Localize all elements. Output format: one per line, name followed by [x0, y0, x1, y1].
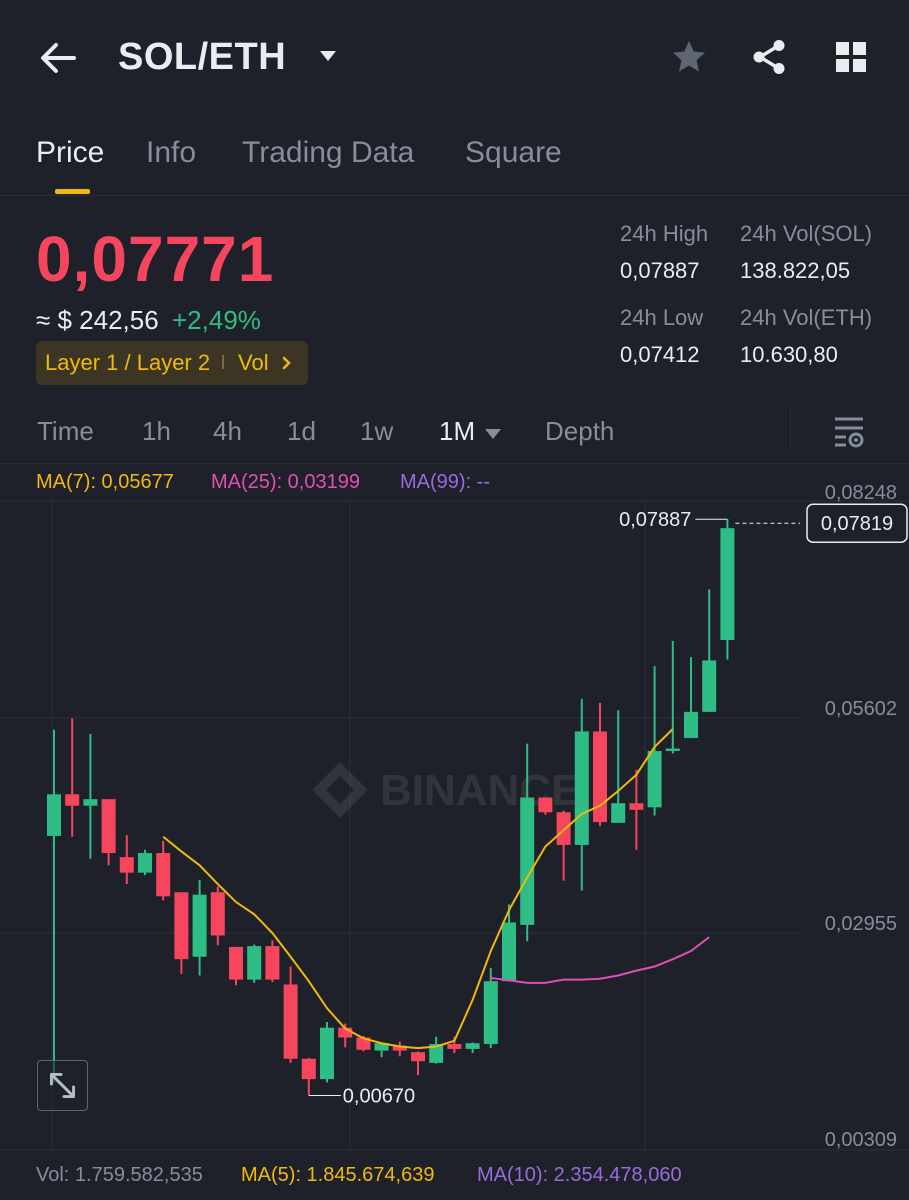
binance-logo-icon: [312, 762, 368, 818]
share-icon[interactable]: [750, 38, 788, 76]
back-arrow-icon[interactable]: [38, 38, 78, 78]
y-axis-tick-label: 0,02955: [825, 913, 897, 935]
active-tab-indicator: [55, 189, 90, 194]
ma25-line: [490, 936, 710, 984]
candle-body-up: [574, 731, 589, 845]
star-icon[interactable]: [670, 38, 708, 76]
candle-body-down: [101, 799, 116, 854]
candle-body-up: [138, 853, 152, 873]
candle-body-down: [411, 1052, 425, 1062]
tag-divider: [222, 355, 224, 369]
divider: [790, 408, 791, 448]
candle-body-down: [338, 1027, 353, 1038]
y-axis-tick-label: 0,05602: [825, 698, 897, 720]
chevron-right-icon: [282, 356, 291, 370]
high-label: 24h High: [620, 221, 709, 246]
low-value: 0,07412: [620, 342, 700, 367]
tab-info[interactable]: Info: [146, 136, 197, 169]
ma7-line: [162, 728, 674, 1050]
price-change: +2,49%: [172, 305, 261, 335]
candle-body-down: [356, 1037, 371, 1050]
candle-body-up: [83, 799, 98, 806]
top-bar: SOL/ETH: [0, 0, 909, 115]
candle-body-down: [301, 1058, 316, 1080]
tab-bar: Price Info Trading Data Square: [0, 120, 909, 196]
binance-watermark: BINANCE: [312, 762, 580, 818]
candle-body-up: [192, 894, 207, 957]
volume-ma5-label: MA(5): 1.845.674,639: [241, 1164, 435, 1186]
candle-body-down: [556, 812, 571, 845]
volume-ma10-label: MA(10): 2.354.478,060: [477, 1164, 682, 1186]
candle-body-down: [156, 853, 171, 897]
candle-body-down: [392, 1045, 407, 1051]
ma99-label: MA(99): --: [400, 471, 490, 493]
tag-vol-label: Vol: [238, 350, 269, 375]
candle-body-down: [283, 984, 298, 1059]
vol-eth-label: 24h Vol(ETH): [740, 305, 873, 330]
candle-body-up: [702, 660, 717, 712]
candle-body-down: [629, 803, 644, 810]
candle-body-down: [210, 892, 225, 936]
candle-body-up: [647, 751, 662, 808]
current-price-box: [806, 503, 908, 543]
expand-icon[interactable]: [37, 1060, 88, 1111]
candle-body-down: [538, 797, 553, 813]
tab-square[interactable]: Square: [465, 136, 562, 169]
candle-body-down: [229, 946, 243, 980]
last-price: 0,07771: [36, 223, 275, 295]
interval-1h[interactable]: 1h: [142, 416, 171, 446]
tag-category-label: Layer 1 / Layer 2: [45, 350, 211, 375]
caret-down-icon[interactable]: [484, 428, 502, 440]
candlestick-chart[interactable]: BINANCE 0,08248 0,05602 0,02955 0,00309 0,078…: [0, 460, 909, 1200]
interval-depth[interactable]: Depth: [545, 416, 615, 446]
high-value: 0,07887: [620, 258, 700, 283]
candle-body-up: [320, 1027, 334, 1080]
candle-body-up: [611, 803, 626, 823]
current-price-label: 0,07819: [821, 513, 893, 535]
candle-body-up: [502, 922, 516, 982]
candle-body-down: [447, 1044, 462, 1049]
tab-trading-data[interactable]: Trading Data: [242, 136, 415, 169]
min-price-label: 0,00670: [343, 1085, 415, 1107]
y-axis-tick-label: 0,08248: [825, 482, 897, 504]
interval-time[interactable]: Time: [37, 416, 94, 446]
max-price-label: 0,07887: [619, 509, 691, 531]
interval-1d[interactable]: 1d: [287, 416, 316, 446]
interval-4h[interactable]: 4h: [213, 416, 242, 446]
caret-down-icon[interactable]: [318, 48, 338, 64]
candle-body-down: [265, 946, 280, 980]
candle-body-up: [465, 1043, 480, 1049]
candle-body-down: [593, 731, 607, 823]
pair-title[interactable]: SOL/ETH: [118, 36, 287, 78]
candle-body-up: [374, 1043, 389, 1051]
category-tag[interactable]: Layer 1 / Layer 2 Vol: [36, 341, 308, 385]
candle-body-up: [47, 794, 61, 836]
candle-body-down: [65, 794, 80, 806]
ma25-label: MA(25): 0,03199: [211, 471, 360, 493]
usd-value: ≈ $ 242,56: [36, 305, 159, 335]
candle-body-down: [174, 892, 189, 960]
chart-settings-icon[interactable]: [832, 414, 866, 448]
volume-label: Vol: 1.759.582,535: [36, 1164, 203, 1186]
candle-body-up: [665, 748, 680, 752]
candle-body-up: [684, 711, 698, 738]
candle-body-up: [483, 981, 498, 1045]
low-label: 24h Low: [620, 305, 704, 330]
vol-eth-value: 10.630,80: [740, 342, 838, 367]
ma7-label: MA(7): 0,05677: [36, 471, 174, 493]
grid-icon[interactable]: [834, 40, 868, 74]
vol-sol-value: 138.822,05: [740, 258, 851, 283]
vol-sol-label: 24h Vol(SOL): [740, 221, 873, 246]
candle-body-up: [429, 1044, 444, 1063]
candle-body-up: [520, 797, 535, 925]
y-axis-tick-label: 0,00309: [825, 1129, 897, 1151]
candle-body-up: [720, 528, 735, 641]
tab-price[interactable]: Price: [36, 136, 105, 169]
interval-1m[interactable]: 1M: [439, 416, 476, 446]
interval-bar: Time 1h 4h 1d 1w 1M Depth: [0, 408, 909, 464]
interval-1w[interactable]: 1w: [360, 416, 394, 446]
candle-body-up: [247, 946, 262, 980]
candle-body-down: [119, 857, 134, 873]
